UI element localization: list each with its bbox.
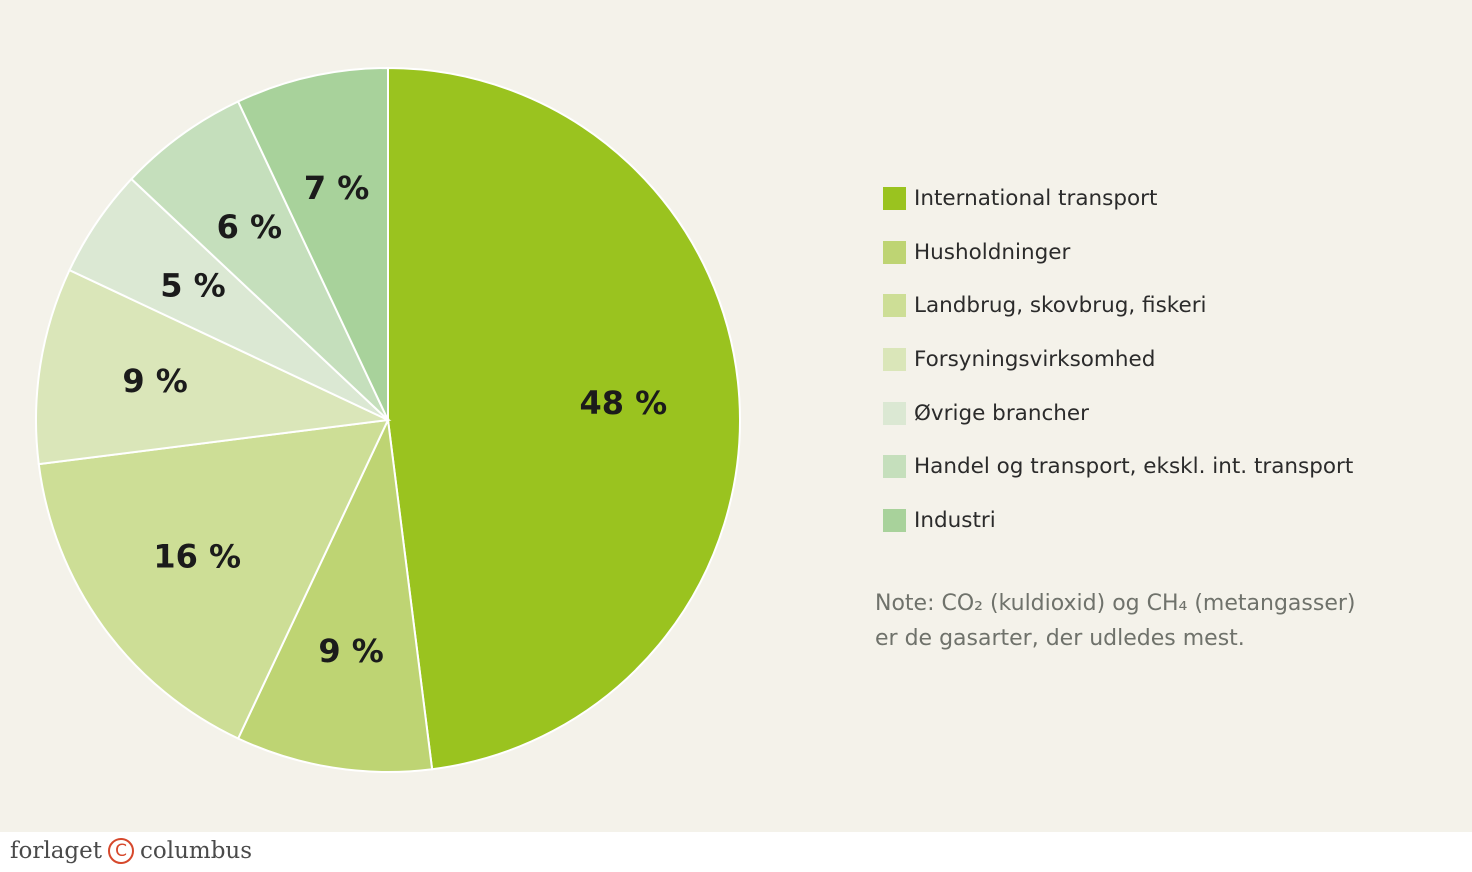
legend-swatch [883,187,906,211]
legend-item-international-transport: International transport [883,172,1353,226]
legend-label: Forsyningsvirksomhed [914,347,1156,373]
legend-label: Husholdninger [914,239,1071,265]
note-line-1: Note: CO₂ (kuldioxid) og CH₄ (metangasse… [875,591,1356,616]
pie-slice-industri [236,66,389,421]
pie-label-husholdninger: 9 % [318,632,383,670]
pie-slice-husholdninger [236,416,434,773]
pie-label-ovrige-brancher: 5 % [160,266,225,304]
pie-slice-international-transport [387,66,741,771]
logo-text-right: columbus [140,838,253,864]
legend-swatch [883,294,906,318]
pie-label-landbrug: 16 % [153,538,241,576]
pie-slice-forsyningsvirksomhed [35,268,392,466]
pie-label-forsyningsvirksomhed: 9 % [122,362,187,400]
legend-item-husholdninger: Husholdninger [883,226,1353,280]
legend: International transport Husholdninger La… [883,172,1353,547]
copyright-circle-icon: C [108,838,134,864]
legend-label: Øvrige brancher [914,400,1089,426]
legend-swatch [883,401,906,425]
pie-label-international-transport: 48 % [580,384,668,422]
legend-swatch [883,455,906,479]
chart-note: Note: CO₂ (kuldioxid) og CH₄ (metangasse… [875,586,1355,656]
legend-item-landbrug: Landbrug, skovbrug, fiskeri [883,279,1353,333]
legend-item-forsyningsvirksomhed: Forsyningsvirksomhed [883,333,1353,387]
legend-swatch [883,508,906,532]
logo-text-left: forlaget [10,838,102,864]
note-line-2: er de gasarter, der udledes mest. [875,626,1245,651]
pie-chart: 48 % 9 % 16 % 9 % 5 % 6 % 7 % [35,66,741,773]
pie-label-handel-og-transport: 6 % [217,208,282,246]
pie-slice-handel-og-transport [129,100,389,421]
legend-label: Landbrug, skovbrug, fiskeri [914,293,1207,319]
legend-label: International transport [914,186,1158,212]
legend-item-handel-og-transport: Handel og transport, ekskl. int. transpo… [883,440,1353,494]
pie-label-industri: 7 % [304,169,369,207]
chart-panel: 48 % 9 % 16 % 9 % 5 % 6 % 7 % International tr… [0,0,1472,832]
legend-item-ovrige-brancher: Øvrige brancher [883,386,1353,440]
pie-slice-landbrug [37,418,390,740]
publisher-logo: forlaget C columbus [10,838,252,864]
legend-label: Handel og transport, ekskl. int. transpo… [914,454,1354,480]
legend-swatch [883,240,906,264]
legend-label: Industri [914,507,996,533]
legend-swatch [883,348,906,372]
legend-item-industri: Industri [883,494,1353,548]
